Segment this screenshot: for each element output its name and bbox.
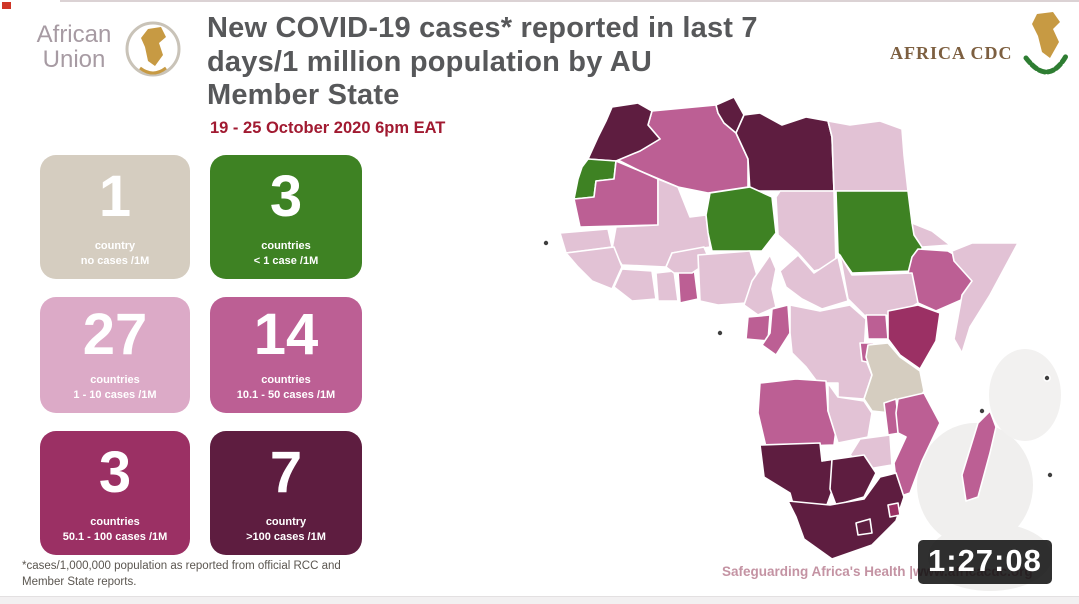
country-uganda bbox=[865, 314, 889, 340]
island-cape-verde bbox=[542, 239, 550, 247]
country-central-african-republic bbox=[779, 254, 849, 310]
island-comoros bbox=[978, 407, 986, 415]
country-libya bbox=[735, 112, 835, 192]
video-bottom-bar bbox=[0, 596, 1079, 604]
country-south-africa bbox=[787, 472, 905, 560]
watermark-blob bbox=[989, 349, 1061, 441]
country-guinea bbox=[565, 246, 623, 290]
country-angola bbox=[757, 378, 839, 448]
stat-count: 27 bbox=[82, 302, 148, 368]
video-timestamp-badge: 1:27:08 bbox=[918, 540, 1052, 584]
stat-label: countries 10.1 - 50 cases /1M bbox=[236, 374, 336, 402]
stat-label: countries 1 - 10 cases /1M bbox=[73, 374, 157, 402]
island-mauritius bbox=[1046, 471, 1054, 479]
stat-label: countries < 1 case /1M bbox=[253, 240, 319, 268]
africa-cdc-logo-text: AFRICA CDC bbox=[890, 42, 1013, 63]
country-madagascar bbox=[961, 410, 997, 502]
country-cameroon bbox=[743, 254, 777, 316]
stat-box-10-50-cases: 14 countries 10.1 - 50 cases /1M bbox=[210, 297, 362, 413]
country-eswatini bbox=[887, 502, 901, 518]
country-cote-divoire bbox=[613, 268, 657, 302]
country-zambia bbox=[827, 382, 873, 444]
country-niger bbox=[705, 186, 777, 252]
title-line-3: Member State bbox=[207, 79, 400, 112]
african-union-emblem-icon bbox=[125, 21, 181, 77]
country-morocco bbox=[587, 102, 661, 162]
stat-count: 1 bbox=[98, 164, 132, 230]
stat-box-no-cases: 1 country no cases /1M bbox=[40, 155, 190, 279]
country-lesotho bbox=[855, 518, 873, 536]
stat-box-lt1-case: 3 countries < 1 case /1M bbox=[210, 155, 362, 279]
legend-grid: 1 country no cases /1M 3 countries < 1 c… bbox=[40, 155, 362, 555]
au-text-line1: African bbox=[36, 21, 112, 48]
african-union-logo-text: African Union bbox=[28, 21, 120, 74]
date-range: 19 - 25 October 2020 6pm EAT bbox=[210, 119, 446, 137]
stat-count: 7 bbox=[269, 440, 303, 506]
title-line-1: New COVID-19 cases* reported in last 7 bbox=[207, 12, 758, 44]
country-mauritania bbox=[573, 160, 659, 228]
country-ghana bbox=[655, 270, 679, 302]
video-corner-marker bbox=[2, 2, 11, 9]
stat-label: countries 50.1 - 100 cases /1M bbox=[62, 516, 168, 544]
country-eritrea bbox=[911, 222, 951, 248]
africa-cdc-emblem-icon bbox=[1023, 12, 1068, 75]
stat-count: 14 bbox=[253, 302, 319, 368]
video-top-edge-line bbox=[60, 0, 1079, 2]
footnote: *cases/1,000,000 population as reported … bbox=[22, 560, 341, 589]
page-title: New COVID-19 cases* reported in last 7 d… bbox=[207, 12, 807, 113]
stat-count: 3 bbox=[98, 440, 132, 506]
stat-label: country no cases /1M bbox=[80, 240, 150, 268]
african-union-logo: African Union bbox=[28, 16, 184, 84]
africa-choropleth-map bbox=[520, 95, 1079, 595]
stat-box-50-100-cases: 3 countries 50.1 - 100 cases /1M bbox=[40, 431, 190, 555]
country-egypt bbox=[827, 120, 909, 192]
country-drc bbox=[789, 304, 873, 400]
stat-label: country >100 cases /1M bbox=[246, 516, 326, 544]
island-seychelles bbox=[1043, 374, 1051, 382]
au-text-line2: Union bbox=[42, 46, 106, 74]
country-somalia bbox=[951, 242, 1019, 354]
title-line-2: days/1 million population by AU bbox=[207, 45, 652, 78]
stat-box-1-10-cases: 27 countries 1 - 10 cases /1M bbox=[40, 297, 190, 413]
country-chad bbox=[775, 190, 837, 272]
country-kenya bbox=[887, 304, 941, 370]
stat-box-gt100-cases: 7 country >100 cases /1M bbox=[210, 431, 362, 555]
island-sao-tome bbox=[716, 329, 724, 337]
stat-count: 3 bbox=[269, 164, 303, 230]
country-congo bbox=[761, 304, 791, 356]
africa-cdc-logo: AFRICA CDC bbox=[890, 8, 1075, 80]
